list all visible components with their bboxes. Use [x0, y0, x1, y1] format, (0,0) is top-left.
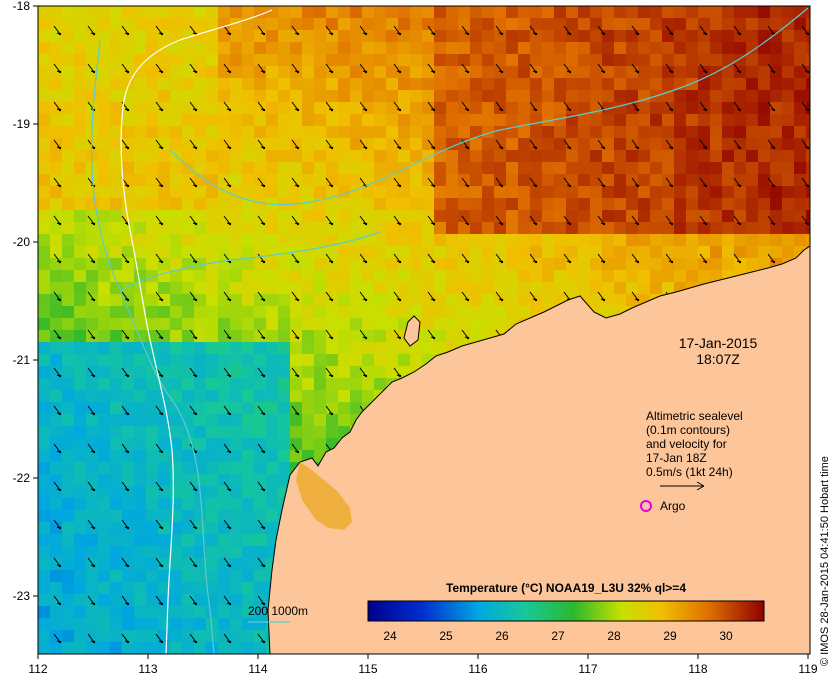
- y-tick-label: -22: [13, 471, 31, 485]
- colorbar: [367, 600, 765, 622]
- x-tick-label: 115: [358, 662, 377, 676]
- colorbar-tick-label: 27: [551, 629, 565, 643]
- x-tick-label: 113: [138, 662, 157, 676]
- x-axis: 112 113 114 115 116 117 118 119: [28, 654, 818, 676]
- altimetry-note-line-3: and velocity for: [646, 437, 727, 451]
- colorbar-tick-label: 24: [383, 629, 397, 643]
- x-tick-label: 116: [468, 662, 487, 676]
- argo-label: Argo: [660, 499, 686, 513]
- x-tick-label: 118: [688, 662, 707, 676]
- time-label: 18:07Z: [696, 351, 740, 367]
- gulf-inlet: [296, 462, 352, 530]
- colorbar-ticks: 24 25 26 27 28 29 30: [383, 629, 733, 643]
- map-plot-area: [38, 6, 810, 654]
- y-tick-label: -21: [13, 353, 31, 367]
- y-axis: -18 -19 -20 -21 -22 -23: [13, 0, 38, 603]
- x-tick-label: 119: [798, 662, 817, 676]
- altimetry-note-line-5: 0.5m/s (1kt 24h): [646, 465, 733, 479]
- depth-contour-legend: 200 1000m: [248, 604, 308, 618]
- land-mass: [267, 245, 810, 654]
- altimetry-note-line-4: 17-Jan 18Z: [646, 451, 707, 465]
- colorbar-tick-label: 25: [439, 629, 453, 643]
- colorbar-title: Temperature (°C) NOAA19_L3U 32% ql>=4: [446, 581, 686, 595]
- copyright-text: © IMOS 28-Jan-2015 04:41:50 Hobart time: [819, 456, 831, 666]
- argo-marker-icon: [640, 500, 652, 512]
- contour-200m: [91, 7, 809, 654]
- x-tick-label: 117: [578, 662, 597, 676]
- x-tick-label: 112: [28, 662, 47, 676]
- y-tick-label: -18: [13, 0, 31, 13]
- date-label: 17-Jan-2015: [679, 335, 758, 351]
- colorbar-tick-label: 29: [663, 629, 677, 643]
- y-tick-label: -20: [13, 235, 31, 249]
- colorbar-tick-label: 30: [719, 629, 733, 643]
- x-tick-label: 114: [248, 662, 267, 676]
- island: [403, 315, 421, 347]
- colorbar-tick-label: 28: [607, 629, 621, 643]
- contour-1000m: [120, 9, 273, 654]
- velocity-scale-arrow-icon: [660, 481, 705, 491]
- y-tick-label: -23: [13, 589, 31, 603]
- colorbar-tick-label: 26: [495, 629, 509, 643]
- altimetry-note-line-1: Altimetric sealevel: [646, 409, 743, 423]
- plot-frame: [37, 5, 811, 655]
- y-tick-label: -19: [13, 117, 31, 131]
- altimetry-note-line-2: (0.1m contours): [646, 423, 730, 437]
